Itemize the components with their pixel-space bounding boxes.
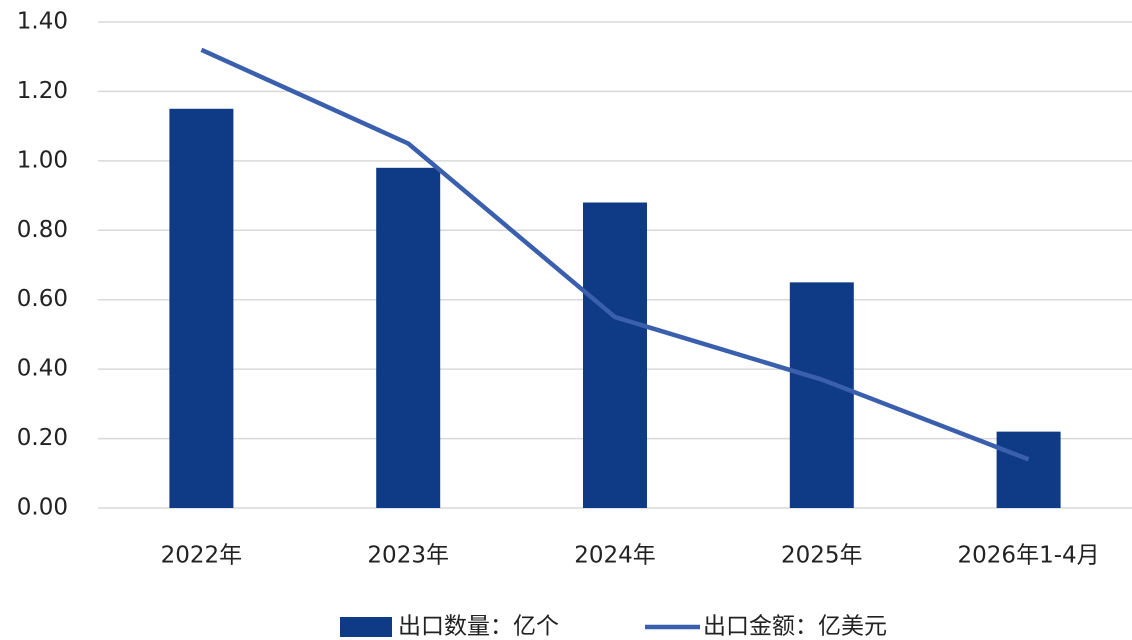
- bar: [376, 167, 441, 509]
- y-tick-label: 1.20: [17, 78, 68, 104]
- x-tick-label: 2022年: [161, 543, 243, 569]
- bar: [996, 431, 1061, 508]
- y-tick-label: 1.00: [17, 147, 68, 173]
- y-tick-label: 1.40: [17, 9, 68, 35]
- y-tick-label: 0.20: [17, 425, 68, 451]
- y-tick-label: 0.40: [17, 356, 68, 382]
- bar: [583, 202, 647, 508]
- line: [200, 47, 1030, 462]
- bar: [789, 282, 854, 508]
- y-tick-label: 0.60: [17, 286, 68, 312]
- bar: [169, 108, 234, 509]
- legend-swatch: [340, 617, 392, 637]
- legend-label: 出口金额：亿美元: [703, 614, 887, 640]
- y-tick-label: 0.80: [17, 217, 68, 243]
- legend-label: 出口数量：亿个: [398, 614, 559, 640]
- x-tick-label: 2024年: [574, 543, 656, 569]
- x-tick-label: 2025年: [781, 543, 863, 569]
- y-tick-label: 0.00: [17, 495, 68, 521]
- x-tick-label: 2026年1-4月: [958, 543, 1100, 569]
- x-tick-label: 2023年: [367, 543, 449, 569]
